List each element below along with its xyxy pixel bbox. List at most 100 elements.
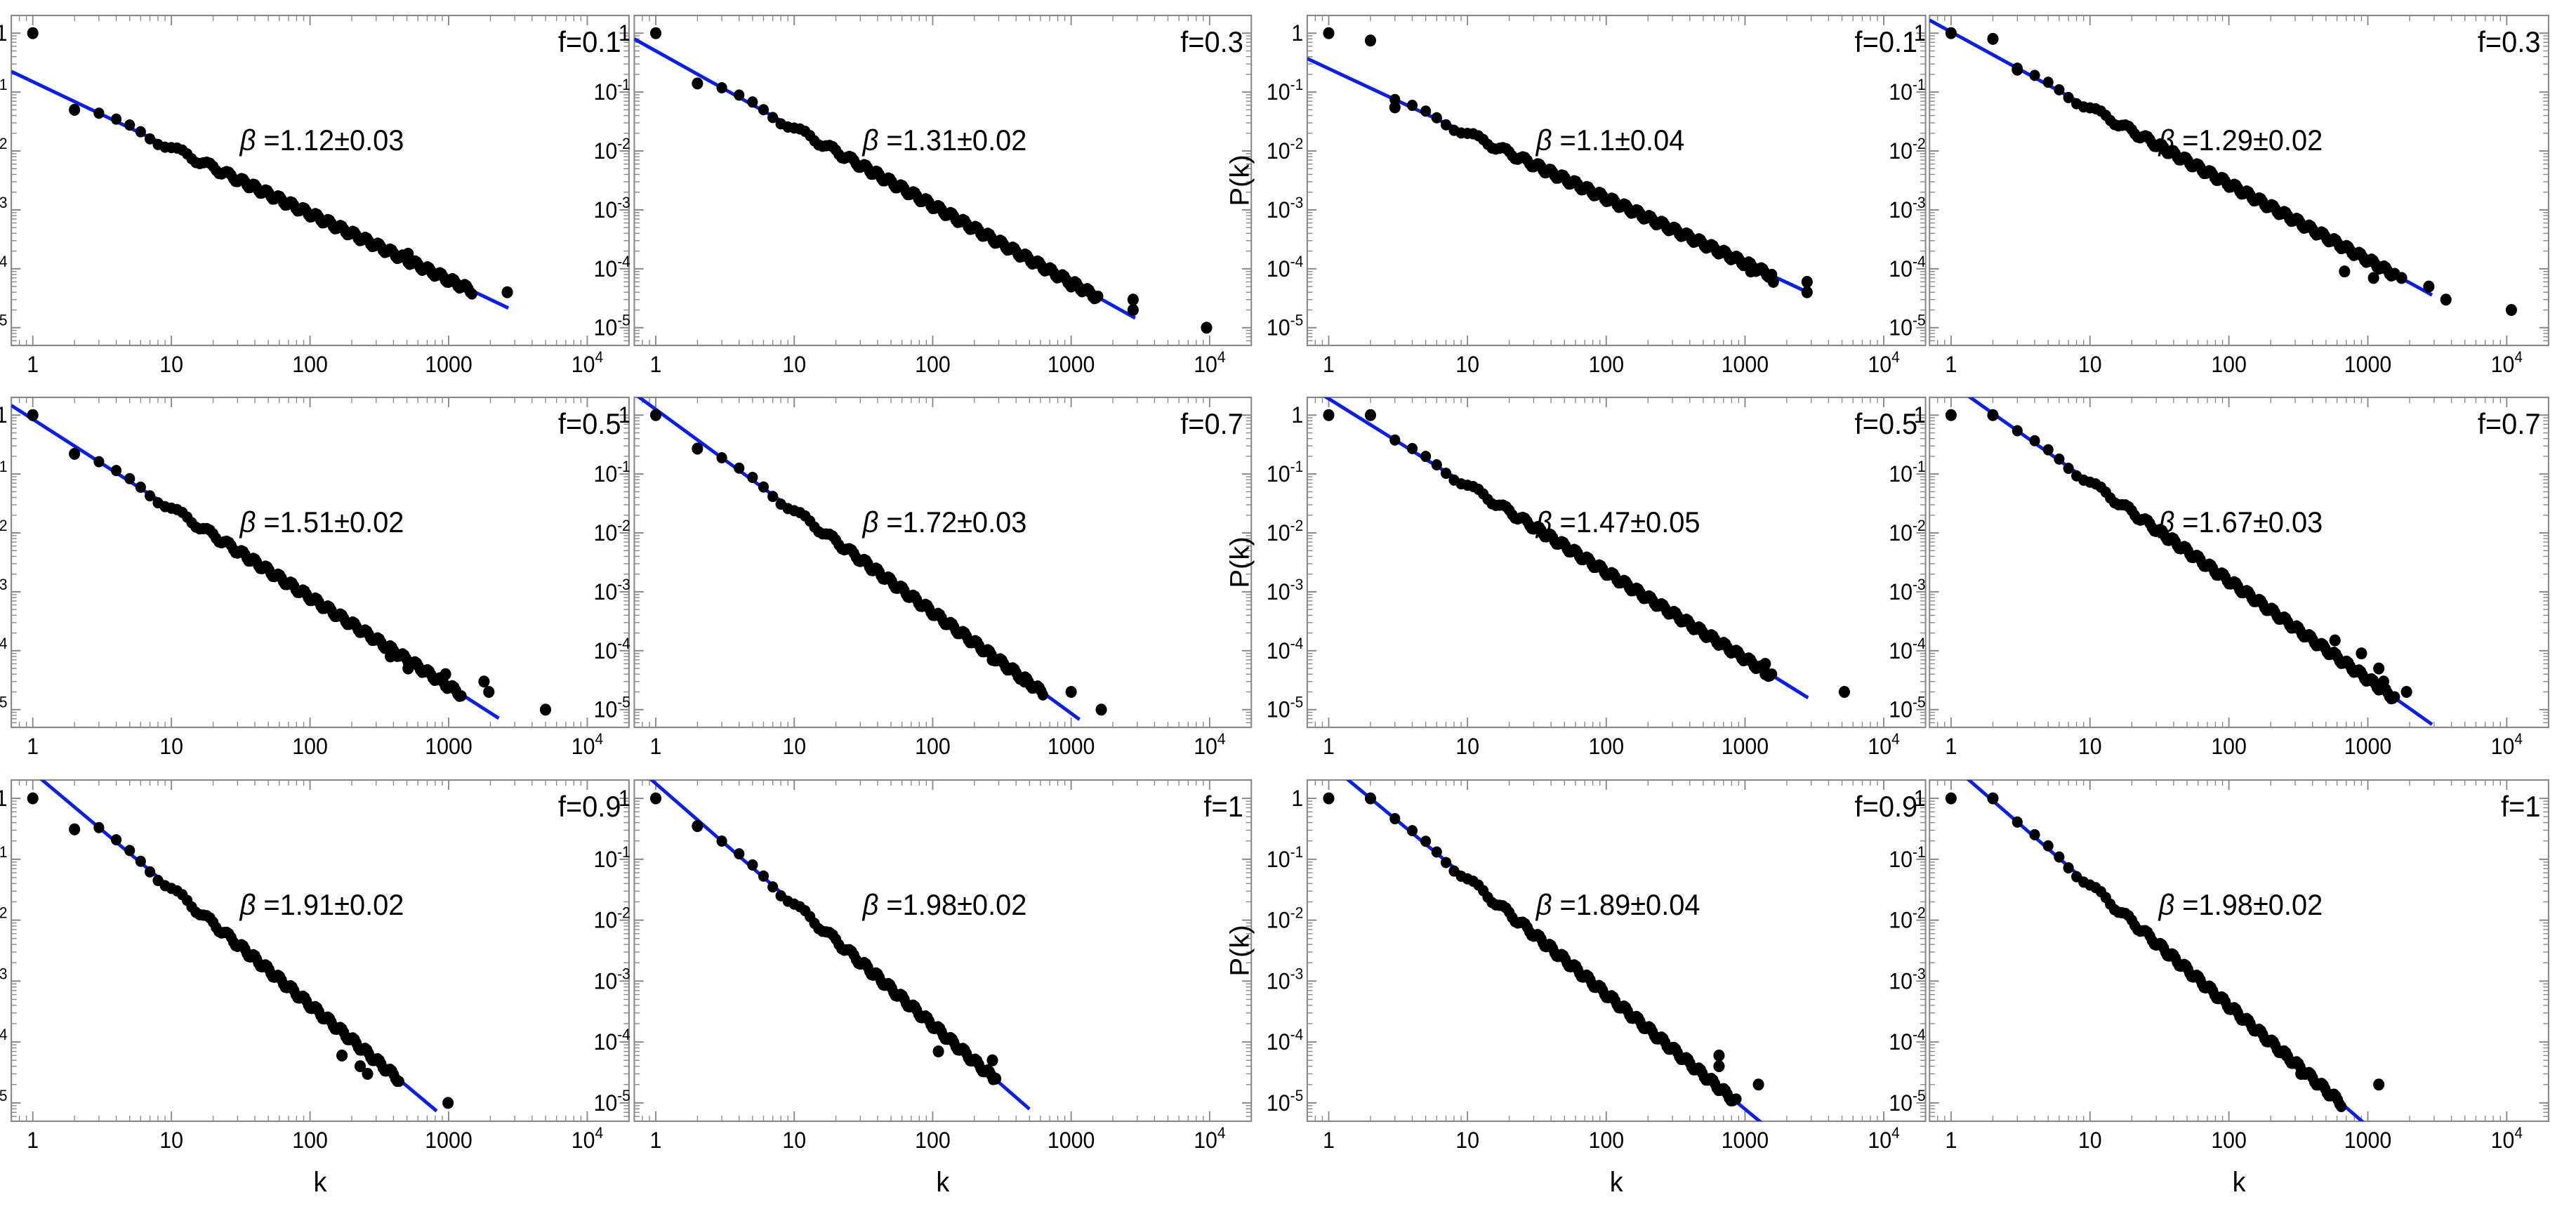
data-point [747, 96, 758, 108]
data-point [1713, 1060, 1725, 1073]
beta-annotation: β =1.31±0.02 [862, 124, 1027, 157]
data-point [336, 1049, 348, 1062]
data-point [2042, 444, 2054, 456]
y-tick-label: 1 [1291, 786, 1303, 811]
y-tick-label: 10-5 [1267, 694, 1303, 722]
x-tick-label: 104 [1194, 1124, 1225, 1153]
beta-value: =1.67±0.03 [2182, 506, 2323, 539]
data-point [1431, 112, 1442, 124]
x-tick-label: 104 [572, 1124, 603, 1153]
beta-annotation: β =1.1±0.04 [1535, 124, 1685, 157]
data-point [144, 490, 156, 502]
beta-value: =1.89±0.04 [1560, 888, 1700, 921]
y-tick-label: 10-2 [1267, 904, 1303, 933]
data-point [1127, 303, 1139, 316]
y-tick-label: 1 [0, 403, 7, 428]
panel-5: 1101001000104110-110-210-310-410-5P(k)f=… [0, 396, 630, 759]
beta-value: =1.72±0.03 [886, 506, 1026, 539]
y-tick-label: 10-3 [1267, 576, 1303, 604]
data-point [692, 77, 704, 90]
data-point [1389, 813, 1401, 825]
data-point [1945, 409, 1957, 421]
beta-value: =1.91±0.02 [263, 888, 404, 921]
y-tick-label: 10-2 [1267, 136, 1303, 164]
data-point [110, 113, 122, 125]
panel-f-label: f=0.1 [1855, 25, 1918, 58]
x-tick-label: 1000 [1048, 1128, 1095, 1153]
x-tick-label: 104 [1194, 348, 1225, 377]
data-point [2063, 862, 2074, 874]
beta-symbol: β [239, 124, 264, 157]
y-tick-label: 10-4 [0, 253, 7, 282]
data-point [2012, 425, 2023, 437]
data-point [990, 1072, 1002, 1085]
data-point [747, 859, 758, 871]
beta-annotation: β =1.98±0.02 [2158, 888, 2323, 921]
data-point [124, 845, 136, 857]
data-points [1323, 792, 1764, 1106]
data-point [2367, 272, 2379, 284]
data-point [1019, 675, 1031, 688]
data-point [384, 650, 397, 663]
beta-annotation: β =1.12±0.03 [239, 124, 404, 157]
beta-symbol: β [2158, 888, 2182, 921]
x-tick-label: 1 [1945, 1128, 1957, 1153]
panel-frame [633, 396, 1253, 729]
data-point [2054, 453, 2065, 465]
data-point [27, 792, 39, 805]
panel-f-label: f=0.5 [558, 407, 621, 440]
x-axis-title: k [1610, 1167, 1623, 1198]
x-tick-label: 1 [650, 734, 662, 759]
data-point [1767, 275, 1779, 288]
beta-symbol: β [1535, 888, 1560, 921]
data-point [2063, 463, 2074, 475]
x-tick-label: 1 [27, 352, 39, 377]
data-point [2400, 685, 2412, 698]
y-tick-label: 10-5 [1267, 1087, 1303, 1116]
y-tick-label: 10-5 [593, 694, 630, 722]
beta-value: =1.29±0.02 [2182, 124, 2323, 157]
y-tick-label: 10-2 [1267, 517, 1303, 546]
data-point [93, 107, 105, 119]
data-point [2396, 272, 2407, 284]
data-point [1201, 322, 1213, 334]
data-point [2295, 1067, 2307, 1080]
y-tick-label: 10-1 [1267, 77, 1303, 105]
data-point [1364, 34, 1377, 47]
beta-value: =1.98±0.02 [886, 888, 1026, 921]
y-tick-label: 1 [1914, 786, 1926, 811]
y-tick-label: 10-2 [1889, 136, 1925, 164]
x-axis-title: k [2233, 1167, 2246, 1198]
beta-symbol: β [862, 124, 887, 157]
data-point [93, 821, 105, 833]
y-tick-label: 10-3 [0, 576, 7, 604]
data-points [1945, 27, 2518, 316]
panel-frame [1306, 779, 1927, 1123]
y-tick-label: 10-5 [1889, 694, 1925, 722]
figure-scaler: 1 10 100 1000 104 1 10-1 10-2 10-3 10-4 10-5 P(k) f=… [0, 14, 2549, 1198]
data-point [354, 1060, 366, 1073]
panel-f-label: f=0.7 [2478, 407, 2541, 440]
y-tick-label: 10-5 [1889, 312, 1925, 341]
y-tick-label: 10-4 [0, 1026, 7, 1055]
data-point [135, 126, 146, 138]
data-point [1364, 409, 1377, 421]
data-point [2373, 1078, 2385, 1091]
x-tick-label: 10 [159, 1128, 183, 1153]
y-tick-label: 1 [0, 786, 7, 811]
data-point [1420, 105, 1432, 117]
panel-frame [633, 14, 1253, 347]
data-point [758, 104, 770, 116]
data-points [1945, 792, 2385, 1113]
data-point [734, 89, 745, 101]
data-point [1801, 275, 1813, 288]
data-point [1037, 689, 1048, 701]
data-point [1065, 685, 1077, 698]
data-point [1987, 409, 1999, 421]
data-point [539, 703, 552, 716]
y-tick-label: 10-3 [0, 194, 7, 223]
panel-4: 1 10 100 1000 104 1 10-1 10-2 10-3 10-4 10-5 f=0.3 β… [1889, 14, 2549, 377]
y-tick-label: 10-1 [593, 77, 630, 105]
data-point [758, 870, 770, 882]
y-tick-label: 10-5 [0, 312, 7, 341]
